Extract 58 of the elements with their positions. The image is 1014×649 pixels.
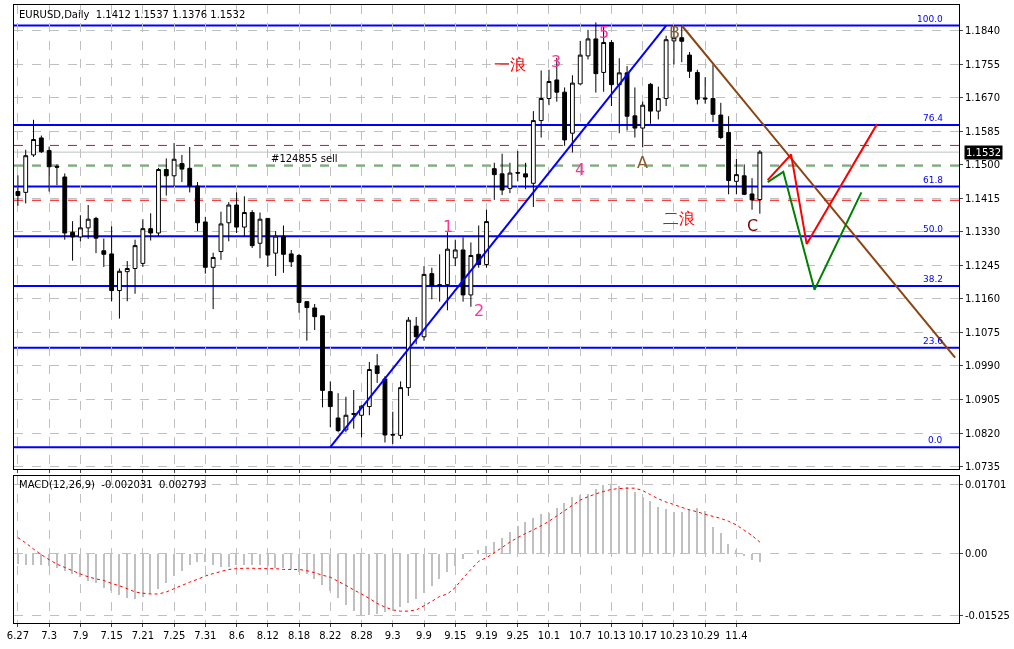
x-tick-label: 11.4 (725, 630, 748, 641)
ref-line-label: 1.1532 (966, 147, 1001, 158)
x-tick-label: 7.21 (131, 630, 154, 641)
annotation: 二浪 (663, 209, 695, 228)
annotation: 一浪 (494, 55, 526, 74)
annotation: 4 (575, 160, 586, 179)
y-tick-label: 1.1755 (965, 58, 1000, 70)
x-tick-label: 8.12 (256, 630, 279, 641)
ref-line-label: 0.0 (928, 435, 943, 445)
y-tick-label: 1.0905 (965, 393, 1000, 405)
annotation: C (747, 216, 759, 235)
y-tick-label: 1.1415 (965, 192, 1000, 204)
y-tick-label: 1.1160 (965, 293, 1000, 305)
y-tick-label: 1.1330 (965, 226, 1000, 238)
y-tick-label: 1.1500 (965, 159, 1000, 171)
x-tick-label: 7.25 (162, 630, 186, 641)
ref-line-label: 50.0 (923, 224, 944, 234)
y-tick-label: 0.01701 (965, 478, 1007, 490)
x-tick-label: 7.31 (194, 630, 217, 641)
y-tick-label: 0.00 (965, 548, 988, 560)
x-tick-label: 9.15 (444, 630, 467, 641)
x-tick-label: 8.6 (228, 630, 245, 641)
y-tick-label: 1.0990 (965, 360, 1000, 372)
chart-title: EURUSD,Daily 1.1412 1.1537 1.1376 1.1532 (19, 9, 246, 20)
annotation: 2 (474, 301, 485, 320)
x-tick-label: 10.29 (690, 630, 720, 641)
x-tick-label: 10.23 (659, 630, 689, 641)
x-tick-label: 10.13 (597, 630, 626, 641)
y-tick-label: 1.0820 (965, 427, 1000, 439)
y-tick-label: 1.1670 (965, 92, 1000, 104)
annotation: A (637, 153, 648, 172)
x-tick-label: 6.27 (6, 630, 30, 641)
ref-line-label: 100.0 (917, 14, 944, 24)
x-tick-label: 10.17 (628, 630, 658, 641)
x-tick-label: 8.18 (287, 630, 311, 641)
annotation: 1 (443, 217, 454, 236)
ref-line-label: #124855 sell (271, 153, 338, 164)
ref-line-label: 76.4 (923, 113, 944, 123)
x-tick-label: 10.1 (537, 630, 561, 641)
x-tick-label: 9.3 (384, 630, 401, 641)
ref-line-label: 61.8 (923, 175, 944, 185)
chart-title: MACD(12,26,9) -0.002031 0.002793 (19, 479, 207, 490)
x-tick-label: 9.19 (475, 630, 498, 641)
x-tick-label: 7.9 (72, 630, 89, 641)
x-tick-label: 10.7 (569, 630, 592, 641)
x-tick-label: 9.9 (416, 630, 432, 641)
y-tick-label: 1.0735 (965, 461, 1000, 473)
y-tick-label: 1.1585 (965, 125, 1000, 137)
y-tick-label: 1.1840 (965, 25, 1000, 37)
x-tick-label: 7.15 (100, 630, 123, 641)
x-tick-label: 8.22 (319, 630, 342, 641)
y-tick-label: 1.1245 (965, 259, 1000, 271)
ref-line-label: 38.2 (923, 274, 944, 284)
y-tick-label: 1.1075 (965, 326, 1000, 338)
x-tick-label: 8.28 (350, 630, 373, 641)
x-tick-label: 9.25 (506, 630, 529, 641)
x-tick-label: 7.3 (41, 630, 58, 641)
y-tick-label: -0.01525 (965, 610, 1010, 622)
